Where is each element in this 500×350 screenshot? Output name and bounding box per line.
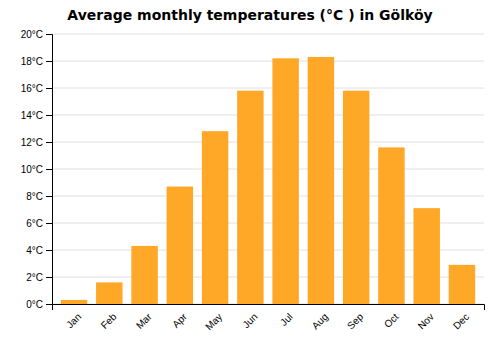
tick-label: Nov — [416, 311, 436, 331]
tick-label: Sep — [345, 311, 366, 332]
bar — [343, 91, 369, 304]
tick: 8°C — [26, 191, 52, 202]
tick-label: 20°C — [21, 29, 43, 40]
bar — [449, 265, 475, 304]
bar — [308, 57, 334, 304]
tick: 0°C — [26, 299, 52, 310]
grid-line — [52, 88, 484, 89]
grid-line — [52, 34, 484, 35]
tick: Jun — [240, 311, 259, 330]
tick-label: Apr — [170, 311, 189, 330]
tick: Mar — [134, 311, 154, 331]
bar — [167, 187, 193, 304]
grid-line — [52, 196, 484, 197]
tick: 6°C — [26, 218, 52, 229]
tick: Nov — [416, 311, 436, 331]
tick-label: 8°C — [26, 191, 43, 202]
tick-label: Oct — [382, 311, 401, 330]
tick-label: 12°C — [21, 137, 43, 148]
bar — [131, 246, 157, 304]
tick-mark — [46, 250, 52, 251]
tick: 14°C — [21, 110, 52, 121]
y-axis: 0°C 2°C 4°C 6°C 8°C 10°C 12°C 14°C 16°C 18°C 20°C — [21, 29, 53, 310]
tick: May — [203, 311, 224, 332]
tick-mark — [46, 223, 52, 224]
tick: Oct — [382, 311, 401, 330]
tick-label: Feb — [99, 311, 119, 331]
bar — [272, 58, 298, 304]
tick: 4°C — [26, 245, 52, 256]
bars — [61, 57, 475, 304]
tick: 20°C — [21, 29, 52, 40]
bar — [378, 147, 404, 304]
tick-label: Mar — [134, 311, 154, 331]
tick-label: 2°C — [26, 272, 43, 283]
tick-mark — [46, 115, 52, 116]
tick: 2°C — [26, 272, 52, 283]
tick: Aug — [310, 311, 330, 331]
tick-mark — [46, 304, 52, 305]
axis-line — [53, 305, 485, 311]
tick-label: 10°C — [21, 164, 43, 175]
tick-label: 16°C — [21, 83, 43, 94]
tick: Sep — [345, 311, 366, 332]
tick-label: 4°C — [26, 245, 43, 256]
tick-label: 18°C — [21, 56, 43, 67]
x-axis: Jan Feb Mar Apr May Jun Jul Aug Sep Oct Nov Dec — [53, 305, 485, 333]
bar — [237, 91, 263, 304]
chart: Average monthly temperatures (°C ) in Gö… — [0, 0, 500, 350]
grid-line — [52, 61, 484, 62]
grid-line — [52, 142, 484, 143]
tick: 18°C — [21, 56, 52, 67]
bar — [202, 131, 228, 304]
bar — [61, 300, 87, 304]
tick: Jan — [64, 311, 83, 330]
tick: 10°C — [21, 164, 52, 175]
tick-label: 14°C — [21, 110, 43, 121]
tick-label: May — [203, 311, 224, 332]
tick-label: 6°C — [26, 218, 43, 229]
tick: 12°C — [21, 137, 52, 148]
tick-label: Jan — [64, 311, 83, 330]
axis-line — [46, 35, 53, 305]
tick: Jul — [278, 311, 295, 328]
grid-line — [52, 115, 484, 116]
bar — [413, 208, 439, 304]
title: Average monthly temperatures (°C ) in Gö… — [67, 7, 432, 23]
tick: Dec — [451, 311, 471, 331]
grid-line — [52, 169, 484, 170]
tick: Feb — [99, 311, 119, 331]
tick-label: Dec — [451, 311, 471, 331]
tick-mark — [46, 169, 52, 170]
tick-mark — [46, 34, 52, 35]
grid — [52, 34, 484, 304]
tick-label: Aug — [310, 311, 330, 331]
tick-mark — [46, 88, 52, 89]
bar — [96, 282, 122, 304]
tick-label: 0°C — [26, 299, 43, 310]
tick-mark — [46, 142, 52, 143]
tick: 16°C — [21, 83, 52, 94]
tick-mark — [46, 196, 52, 197]
tick-label: Jul — [278, 311, 295, 328]
tick-label: Jun — [240, 311, 259, 330]
plot: 0°C 2°C 4°C 6°C 8°C 10°C 12°C 14°C 16°C 18°C 20°C J… — [21, 29, 485, 333]
tick-mark — [46, 277, 52, 278]
tick: Apr — [170, 311, 189, 330]
tick-mark — [46, 61, 52, 62]
